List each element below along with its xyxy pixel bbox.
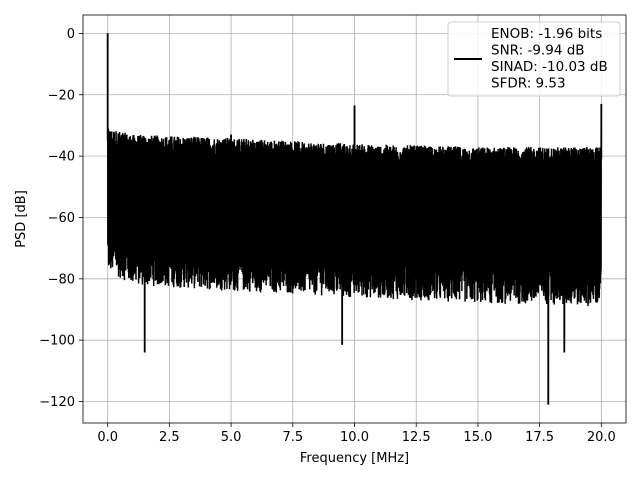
legend: ENOB: -1.96 bits SNR: -9.94 dB SINAD: -1… bbox=[447, 21, 621, 97]
x-tick-label: 15.0 bbox=[463, 430, 492, 445]
x-tick-label: 0.0 bbox=[97, 430, 118, 445]
plot-area bbox=[106, 33, 603, 405]
y-tick-label: −40 bbox=[48, 150, 75, 165]
y-tick-label: −60 bbox=[48, 211, 75, 226]
y-tick-label: −80 bbox=[48, 272, 75, 287]
psd-series-line bbox=[106, 33, 603, 405]
legend-sinad: SINAD: -10.03 dB bbox=[491, 59, 608, 75]
y-tick-label: −20 bbox=[48, 88, 75, 103]
x-tick-label: 5.0 bbox=[221, 430, 242, 445]
x-tick-label: 10.0 bbox=[340, 430, 369, 445]
y-axis-ticks: 0 −20 −40 −60 −80 −100 −120 bbox=[39, 27, 83, 410]
y-tick-label: −120 bbox=[39, 395, 75, 410]
y-tick-label: 0 bbox=[67, 27, 75, 42]
x-tick-label: 2.5 bbox=[159, 430, 180, 445]
x-tick-label: 17.5 bbox=[525, 430, 554, 445]
legend-enob: ENOB: -1.96 bits bbox=[491, 26, 602, 42]
y-tick-label: −100 bbox=[39, 334, 75, 349]
legend-sfdr: SFDR: 9.53 bbox=[491, 76, 566, 92]
x-tick-label: 12.5 bbox=[402, 430, 431, 445]
legend-box bbox=[447, 21, 621, 97]
x-tick-label: 20.0 bbox=[587, 430, 616, 445]
legend-snr: SNR: -9.94 dB bbox=[491, 43, 585, 59]
x-axis-ticks: 0.0 2.5 5.0 7.5 10.0 12.5 15.0 17.5 20.0 bbox=[97, 423, 616, 445]
x-axis-label: Frequency [MHz] bbox=[300, 451, 409, 466]
x-tick-label: 7.5 bbox=[282, 430, 303, 445]
y-axis-label: PSD [dB] bbox=[14, 190, 29, 248]
